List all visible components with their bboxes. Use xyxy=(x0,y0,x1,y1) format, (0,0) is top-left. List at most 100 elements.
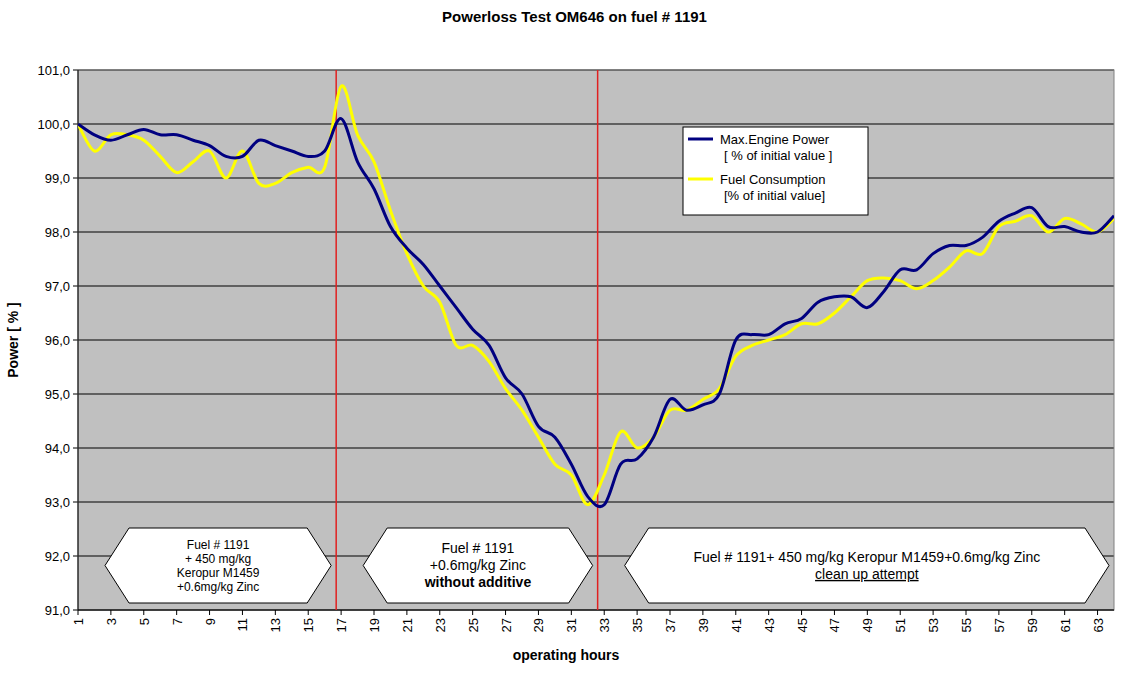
x-tick xyxy=(341,610,342,615)
annotation-box xyxy=(625,528,1109,603)
grid-line xyxy=(78,394,1114,395)
annotation-text: + 450 mg/kg xyxy=(185,552,251,566)
x-tick xyxy=(176,610,177,615)
grid-line xyxy=(78,340,1114,341)
y-axis xyxy=(78,70,79,610)
x-tick-label: 51 xyxy=(893,618,908,632)
annotation-text: Fuel # 1191 xyxy=(187,538,250,552)
x-tick xyxy=(143,610,144,615)
x-tick xyxy=(998,610,999,615)
annotation: Fuel # 1191+0.6mg/kg Zincwithout additiv… xyxy=(363,528,592,603)
x-tick xyxy=(735,610,736,615)
annotation-box xyxy=(363,528,592,603)
x-tick-label: 49 xyxy=(860,618,875,632)
annotation-text: +0.6mg/kg Zinc xyxy=(177,580,259,594)
x-tick-label: 19 xyxy=(367,618,382,632)
x-tick-label: 23 xyxy=(433,618,448,632)
y-tick-label: 99,0 xyxy=(45,171,70,186)
x-tick-label: 5 xyxy=(137,618,152,625)
legend-label-line: [% of initial value] xyxy=(724,188,825,203)
x-axis xyxy=(78,610,1114,611)
x-tick xyxy=(275,610,276,615)
title: Powerloss Test OM646 on fuel # 1191 xyxy=(442,8,707,25)
y-tick xyxy=(73,340,78,341)
x-tick-label: 53 xyxy=(926,618,941,632)
x-tick xyxy=(110,610,111,615)
series-line xyxy=(78,86,1114,505)
y-tick xyxy=(73,178,78,179)
x-tick xyxy=(439,610,440,615)
y-tick-label: 91,0 xyxy=(45,603,70,618)
x-tick-label: 63 xyxy=(1091,618,1106,632)
x-tick-label: 9 xyxy=(203,618,218,625)
x-tick-label: 27 xyxy=(499,618,514,632)
legend-box xyxy=(683,127,868,215)
grid-line xyxy=(78,610,1114,611)
background xyxy=(0,0,1129,684)
plot-frame xyxy=(78,70,1114,610)
y-tick xyxy=(73,556,78,557)
x-tick-label: 13 xyxy=(268,618,283,632)
x-tick-label: 1 xyxy=(71,618,86,625)
x-tick-label: 11 xyxy=(235,618,250,632)
x-tick-label: 25 xyxy=(466,618,481,632)
grid-line xyxy=(78,448,1114,449)
x-tick xyxy=(768,610,769,615)
x-tick-label: 41 xyxy=(729,618,744,632)
x-tick xyxy=(604,610,605,615)
grid-line xyxy=(78,178,1114,179)
x-tick xyxy=(571,610,572,615)
annotation-text: without additive xyxy=(424,574,532,590)
x-tick-label: 33 xyxy=(597,618,612,632)
plot-area xyxy=(78,70,1114,610)
y-tick-label: 97,0 xyxy=(45,279,70,294)
y-axis-label: Power [ % ] xyxy=(5,302,21,377)
legend-swatch xyxy=(688,138,713,141)
x-tick-label: 7 xyxy=(170,618,185,625)
y-tick-label: 95,0 xyxy=(45,387,70,402)
y-tick xyxy=(73,232,78,233)
phase-line xyxy=(335,70,337,610)
y-tick xyxy=(73,502,78,503)
x-tick-label: 39 xyxy=(696,618,711,632)
x-tick xyxy=(900,610,901,615)
annotation-text: clean up attempt xyxy=(815,566,919,582)
x-tick xyxy=(702,610,703,615)
grid-line xyxy=(78,124,1114,125)
x-tick-label: 29 xyxy=(531,618,546,632)
y-tick xyxy=(73,610,78,611)
x-tick xyxy=(78,610,79,615)
x-tick-label: 21 xyxy=(400,618,415,632)
y-tick xyxy=(73,70,78,71)
x-tick-label: 15 xyxy=(301,618,316,632)
y-tick-label: 94,0 xyxy=(45,441,70,456)
x-tick xyxy=(1097,610,1098,615)
x-tick xyxy=(966,610,967,615)
annotation-text: Fuel # 1191+ 450 mg/kg Keropur M1459+0.6… xyxy=(693,549,1040,565)
legend-label-line: Max.Engine Power xyxy=(720,132,830,147)
y-tick-label: 98,0 xyxy=(45,225,70,240)
legend-label: Fuel Consumption[% of initial value] xyxy=(720,172,826,203)
y-tick-label: 93,0 xyxy=(45,495,70,510)
x-tick-label: 3 xyxy=(104,618,119,625)
x-tick xyxy=(933,610,934,615)
annotation-box xyxy=(105,528,331,603)
x-tick xyxy=(637,610,638,615)
annotation-text: Keropur M1459 xyxy=(177,566,260,580)
y-tick xyxy=(73,394,78,395)
x-tick xyxy=(374,610,375,615)
series-line xyxy=(78,119,1114,507)
x-tick xyxy=(670,610,671,615)
annotation: Fuel # 1191+ 450 mg/kgKeropur M1459+0.6m… xyxy=(105,528,331,603)
x-tick xyxy=(801,610,802,615)
y-tick xyxy=(73,448,78,449)
x-tick xyxy=(834,610,835,615)
x-tick-label: 31 xyxy=(564,618,579,632)
y-tick xyxy=(73,124,78,125)
annotation: Fuel # 1191+ 450 mg/kg Keropur M1459+0.6… xyxy=(625,528,1109,603)
legend: Max.Engine Power[ % of initial value ]Fu… xyxy=(683,127,868,215)
grid-line xyxy=(78,232,1114,233)
chart: Powerloss Test OM646 on fuel # 1191 91,0 9… xyxy=(0,0,1129,684)
x-tick xyxy=(308,610,309,615)
x-tick-label: 45 xyxy=(795,618,810,632)
